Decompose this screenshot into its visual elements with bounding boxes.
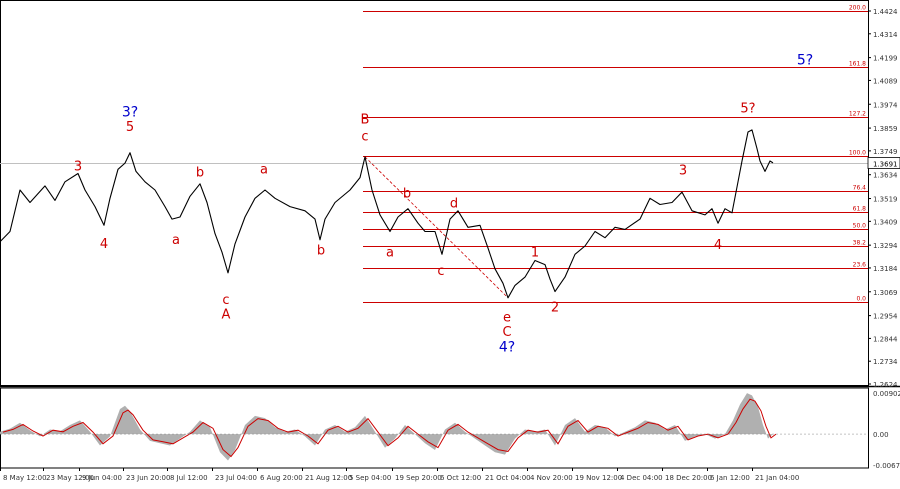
x-tick-label-0: 8 May 12:00 bbox=[3, 474, 47, 482]
x-tick-label-5: 23 Jul 04:00 bbox=[215, 474, 257, 482]
x-tick-label-3: 23 Jun 20:00 bbox=[126, 474, 170, 482]
wave-label-10: B bbox=[361, 113, 370, 128]
wave-label-17: C bbox=[502, 325, 511, 340]
fib-label-61.8: 61.8 bbox=[853, 206, 867, 213]
wave-label-23: 5? bbox=[740, 101, 755, 116]
price-tick-label-6: 1.3749 bbox=[873, 148, 898, 156]
price-tick-label-5: 1.3859 bbox=[873, 125, 898, 133]
price-tick-label-1: 1.4314 bbox=[873, 31, 898, 39]
price-tick-label-3: 1.4089 bbox=[873, 77, 898, 85]
price-series-line bbox=[0, 129, 774, 299]
oscillator-panel-frame bbox=[0, 387, 869, 469]
oscillator-histogram bbox=[0, 393, 773, 461]
x-tick-label-12: 4 Nov 20:00 bbox=[530, 474, 573, 482]
fib-label-76.4: 76.4 bbox=[853, 185, 867, 192]
fib-label-100.0: 100.0 bbox=[849, 150, 866, 157]
price-tick-label-16: 1.2624 bbox=[873, 381, 898, 389]
x-tick-label-2: 9 Jun 04:00 bbox=[82, 474, 122, 482]
wave-label-6: a bbox=[172, 233, 180, 248]
price-tick-label-14: 1.2844 bbox=[873, 335, 898, 343]
x-tick-label-14: 4 Dec 04:00 bbox=[620, 474, 663, 482]
fib-label-0.0: 0.0 bbox=[856, 296, 866, 303]
wave-label-9: A bbox=[222, 308, 231, 323]
wave-label-0: 3? bbox=[122, 104, 138, 120]
price-tick-label-0: 1.4424 bbox=[873, 8, 898, 16]
fib-trend-line bbox=[364, 156, 509, 299]
wave-label-14: a bbox=[386, 245, 394, 260]
wave-label-15: c bbox=[437, 264, 444, 279]
main-panel-frame bbox=[0, 0, 869, 386]
wave-label-4: a bbox=[260, 162, 268, 177]
x-tick-label-15: 18 Dec 20:00 bbox=[665, 474, 712, 482]
x-tick-label-17: 21 Jan 04:00 bbox=[755, 474, 799, 482]
wave-label-16: e bbox=[503, 311, 511, 326]
fib-label-50.0: 50.0 bbox=[853, 223, 867, 230]
wave-label-12: b bbox=[403, 186, 411, 201]
price-tick-label-9: 1.3409 bbox=[873, 218, 898, 226]
fib-label-200.0: 200.0 bbox=[849, 5, 866, 12]
osc-tick-label-1: 0.00 bbox=[873, 431, 889, 439]
x-tick-label-6: 6 Aug 20:00 bbox=[260, 474, 303, 482]
wave-label-13: d bbox=[450, 197, 458, 212]
osc-tick-label-2: -0.00679 bbox=[873, 462, 900, 470]
current-price-label: 1.3691 bbox=[873, 161, 898, 169]
price-tick-label-11: 1.3184 bbox=[873, 265, 898, 273]
price-tick-label-13: 1.2954 bbox=[873, 313, 898, 321]
x-tick-label-8: 5 Sep 04:00 bbox=[349, 474, 391, 482]
wave-label-18: 4? bbox=[499, 340, 515, 356]
current-price-badge bbox=[867, 157, 900, 169]
wave-label-11: c bbox=[361, 129, 368, 144]
wave-label-2: 3 bbox=[74, 159, 82, 174]
x-tick-label-11: 21 Oct 04:00 bbox=[485, 474, 531, 482]
wave-label-7: b bbox=[317, 243, 325, 258]
price-tick-label-12: 1.3069 bbox=[873, 289, 898, 297]
wave-label-8: c bbox=[222, 293, 229, 308]
fib-label-23.6: 23.6 bbox=[853, 262, 867, 269]
wave-label-3: 4 bbox=[100, 237, 108, 252]
wave-label-22: 4 bbox=[714, 238, 722, 253]
price-tick-label-2: 1.4199 bbox=[873, 55, 898, 63]
fib-label-161.8: 161.8 bbox=[849, 61, 866, 68]
fib-label-38.2: 38.2 bbox=[853, 240, 867, 247]
wave-label-24: 5? bbox=[797, 53, 813, 69]
x-tick-label-4: 8 Jul 12:00 bbox=[170, 474, 208, 482]
x-tick-label-10: 6 Oct 12:00 bbox=[440, 474, 481, 482]
x-tick-label-9: 19 Sep 20:00 bbox=[395, 474, 442, 482]
wave-label-20: 2 bbox=[551, 300, 559, 315]
price-tick-label-10: 1.3294 bbox=[873, 242, 898, 250]
wave-label-21: 3 bbox=[679, 163, 687, 178]
oscillator-signal-line bbox=[2, 398, 777, 458]
wave-label-19: 1 bbox=[531, 245, 539, 260]
osc-tick-label-0: 0.00902 bbox=[873, 390, 900, 398]
price-tick-label-4: 1.3974 bbox=[873, 101, 898, 109]
fib-label-127.2: 127.2 bbox=[849, 111, 866, 118]
price-tick-label-15: 1.2734 bbox=[873, 358, 898, 366]
x-tick-label-16: 6 Jan 12:00 bbox=[710, 474, 750, 482]
wave-label-1: 5 bbox=[126, 120, 134, 135]
x-tick-label-1: 23 May 12:00 bbox=[46, 474, 94, 482]
price-tick-label-8: 1.3519 bbox=[873, 196, 898, 204]
wave-label-5: b bbox=[196, 166, 204, 181]
x-tick-label-13: 19 Nov 12:00 bbox=[575, 474, 622, 482]
x-tick-label-7: 21 Aug 12:00 bbox=[305, 474, 352, 482]
price-tick-label-7: 1.3634 bbox=[873, 172, 898, 180]
